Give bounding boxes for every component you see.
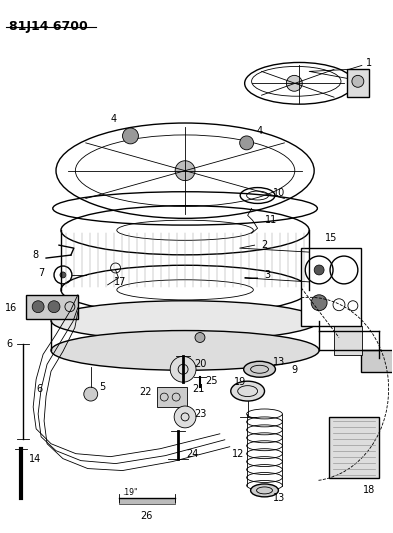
Text: 15: 15 bbox=[325, 233, 337, 243]
Ellipse shape bbox=[231, 381, 264, 401]
Text: 8: 8 bbox=[32, 250, 38, 260]
Circle shape bbox=[286, 75, 302, 91]
Text: 1: 1 bbox=[366, 59, 372, 68]
Bar bbox=[334, 326, 362, 356]
Bar bbox=[119, 498, 175, 504]
Text: 20: 20 bbox=[194, 359, 206, 369]
Text: 10: 10 bbox=[273, 188, 286, 198]
Text: 11: 11 bbox=[265, 215, 277, 225]
Text: 6: 6 bbox=[6, 340, 13, 350]
Text: 17: 17 bbox=[114, 277, 127, 287]
Text: 81J14 6700: 81J14 6700 bbox=[9, 20, 88, 33]
Text: 26: 26 bbox=[141, 511, 153, 521]
Bar bbox=[157, 387, 187, 407]
Text: 18: 18 bbox=[363, 486, 375, 495]
Ellipse shape bbox=[51, 330, 319, 370]
Circle shape bbox=[195, 333, 205, 343]
Text: 7: 7 bbox=[38, 268, 44, 278]
Text: 2: 2 bbox=[261, 240, 268, 250]
Bar bbox=[347, 69, 369, 97]
Text: 5: 5 bbox=[99, 382, 106, 392]
Circle shape bbox=[175, 161, 195, 181]
Bar bbox=[301, 248, 361, 326]
Circle shape bbox=[311, 295, 327, 311]
Circle shape bbox=[170, 357, 196, 382]
Text: 13: 13 bbox=[273, 357, 286, 367]
Text: 9: 9 bbox=[291, 365, 298, 375]
Text: 3: 3 bbox=[264, 270, 270, 280]
Text: 25: 25 bbox=[206, 376, 218, 386]
Ellipse shape bbox=[244, 361, 275, 377]
Circle shape bbox=[240, 136, 253, 150]
Text: 23: 23 bbox=[194, 409, 206, 419]
Ellipse shape bbox=[251, 484, 278, 497]
Circle shape bbox=[48, 301, 60, 313]
Text: 19: 19 bbox=[233, 377, 246, 387]
Circle shape bbox=[314, 265, 324, 275]
Text: 13: 13 bbox=[273, 494, 286, 503]
Circle shape bbox=[123, 128, 138, 144]
Text: .19": .19" bbox=[123, 488, 138, 497]
Text: 24: 24 bbox=[186, 449, 198, 459]
Circle shape bbox=[60, 272, 66, 278]
Text: 14: 14 bbox=[29, 454, 41, 464]
Circle shape bbox=[84, 387, 98, 401]
Bar bbox=[329, 417, 379, 479]
Text: 6: 6 bbox=[36, 384, 42, 394]
Ellipse shape bbox=[51, 301, 319, 341]
Text: 4: 4 bbox=[257, 126, 263, 136]
Text: 21: 21 bbox=[192, 384, 204, 394]
Text: 12: 12 bbox=[231, 449, 244, 459]
Text: 4: 4 bbox=[110, 114, 117, 124]
Text: 16: 16 bbox=[5, 303, 17, 313]
Circle shape bbox=[174, 406, 196, 428]
Circle shape bbox=[352, 75, 364, 87]
Text: 22: 22 bbox=[139, 387, 152, 397]
Circle shape bbox=[32, 301, 44, 313]
Bar bbox=[26, 295, 78, 319]
Bar bbox=[361, 350, 393, 372]
